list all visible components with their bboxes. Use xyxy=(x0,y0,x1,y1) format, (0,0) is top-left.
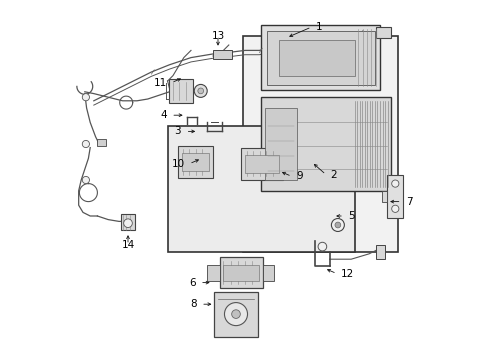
Bar xyxy=(267,31,374,85)
Bar xyxy=(170,79,193,103)
Bar xyxy=(98,139,106,146)
Text: 10: 10 xyxy=(172,159,185,169)
Bar xyxy=(215,292,258,337)
Text: 13: 13 xyxy=(211,31,224,41)
Circle shape xyxy=(335,222,341,228)
Bar xyxy=(243,36,398,252)
Bar xyxy=(265,108,297,180)
Bar xyxy=(376,245,386,259)
Text: 5: 5 xyxy=(348,211,355,221)
Bar xyxy=(121,214,135,230)
Text: 9: 9 xyxy=(296,171,303,181)
Text: 6: 6 xyxy=(189,278,196,288)
Bar xyxy=(382,191,387,202)
Text: 3: 3 xyxy=(174,126,181,136)
Bar xyxy=(261,25,380,90)
Bar xyxy=(242,148,283,180)
Text: 8: 8 xyxy=(190,299,197,309)
Text: 4: 4 xyxy=(160,110,167,120)
Circle shape xyxy=(224,302,247,325)
Circle shape xyxy=(318,242,327,251)
Text: 14: 14 xyxy=(122,240,135,250)
Text: 1: 1 xyxy=(316,22,322,32)
Text: 12: 12 xyxy=(341,269,354,279)
Circle shape xyxy=(331,219,344,231)
Bar xyxy=(223,265,259,281)
Circle shape xyxy=(82,94,90,101)
Bar xyxy=(376,27,391,38)
Circle shape xyxy=(123,219,132,228)
Bar xyxy=(263,265,274,281)
Bar xyxy=(178,146,213,178)
Circle shape xyxy=(392,180,399,187)
Circle shape xyxy=(194,85,207,98)
Bar xyxy=(220,257,263,288)
Bar xyxy=(168,126,355,252)
Bar xyxy=(213,50,232,59)
Bar xyxy=(261,97,391,191)
Text: 2: 2 xyxy=(330,170,337,180)
Text: 11: 11 xyxy=(154,78,167,88)
Bar xyxy=(182,153,209,171)
Circle shape xyxy=(82,176,90,184)
Circle shape xyxy=(232,310,240,318)
Bar xyxy=(207,265,220,281)
Text: 7: 7 xyxy=(406,197,413,207)
Bar xyxy=(387,175,403,218)
Bar xyxy=(245,155,279,173)
Circle shape xyxy=(392,205,399,212)
Circle shape xyxy=(198,88,204,94)
Circle shape xyxy=(82,140,90,148)
Bar xyxy=(279,40,355,76)
